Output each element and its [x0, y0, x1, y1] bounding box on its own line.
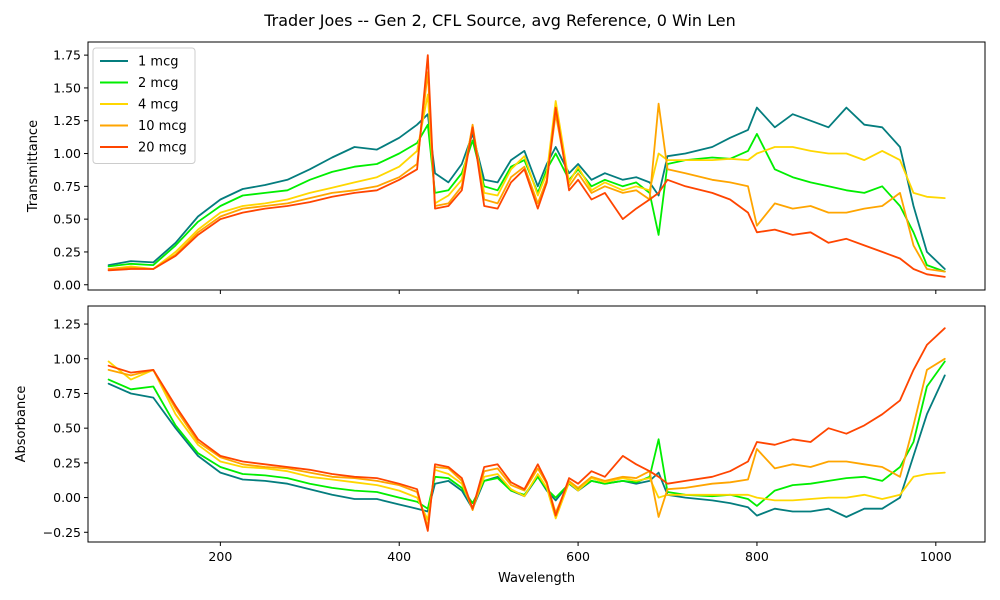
legend-label-4: 10 mcg	[138, 119, 187, 134]
absorbance-xlabel: Wavelength	[498, 571, 575, 586]
absorbance-axes-frame	[87, 305, 986, 543]
absorbance-series-line-5	[107, 327, 946, 532]
legend-box	[92, 47, 196, 164]
transmittance-panel: 0.00 0.25 0.50 0.75 1.00 1.25 1.50 1.75 Transmit…	[26, 41, 986, 294]
absorbance-ytick-label: 0.50	[53, 421, 81, 436]
absorbance-ytick-label: 0.25	[53, 455, 81, 470]
absorbance-xtick-label: 400	[387, 549, 411, 564]
transmittance-ytick-label: 0.25	[53, 244, 81, 259]
absorbance-ytick-label: 0.75	[53, 386, 81, 401]
transmittance-series-line-1	[107, 106, 946, 270]
absorbance-ytick-label: 1.00	[53, 351, 81, 366]
transmittance-ylabel: Transmittance	[26, 120, 41, 213]
absorbance-xtick-label: 800	[745, 549, 769, 564]
figure-title: Trader Joes -- Gen 2, CFL Source, avg Re…	[263, 11, 735, 30]
transmittance-series-line-5	[107, 54, 946, 278]
transmittance-ytick-label: 1.25	[53, 113, 81, 128]
transmittance-ytick-label: 1.00	[53, 146, 81, 161]
absorbance-series-line-2	[107, 360, 946, 510]
transmittance-ytick-label: 0.50	[53, 212, 81, 227]
transmittance-ytick-label: 1.75	[53, 48, 81, 63]
absorbance-ytick-label: 1.25	[53, 317, 81, 332]
absorbance-ytick-label: −0.25	[43, 525, 81, 540]
legend-label-2: 2 mcg	[138, 76, 178, 91]
absorbance-ytick-label: 0.00	[53, 490, 81, 505]
absorbance-xtick-label: 1000	[920, 549, 952, 564]
legend: 1 mcg 2 mcg 4 mcg 10 mcg 20 mcg	[92, 47, 196, 164]
absorbance-xtick-label: 600	[566, 549, 590, 564]
transmittance-ytick-label: 1.50	[53, 80, 81, 95]
transmittance-ytick-label: 0.75	[53, 179, 81, 194]
absorbance-panel: −0.25 0.00 0.25 0.50 0.75 1.00 1.25 200 400 600 80…	[14, 305, 986, 586]
transmittance-series-line-2	[107, 123, 946, 273]
transmittance-series-line-3	[107, 93, 946, 270]
transmittance-ytick-label: 0.00	[53, 277, 81, 292]
absorbance-xtick-label: 200	[208, 549, 232, 564]
legend-label-1: 1 mcg	[138, 55, 178, 70]
transmittance-axes-frame	[87, 41, 986, 291]
legend-label-5: 20 mcg	[138, 141, 187, 156]
absorbance-series-line-3	[107, 360, 946, 521]
absorbance-ylabel: Absorbance	[14, 386, 29, 463]
legend-label-3: 4 mcg	[138, 98, 178, 113]
